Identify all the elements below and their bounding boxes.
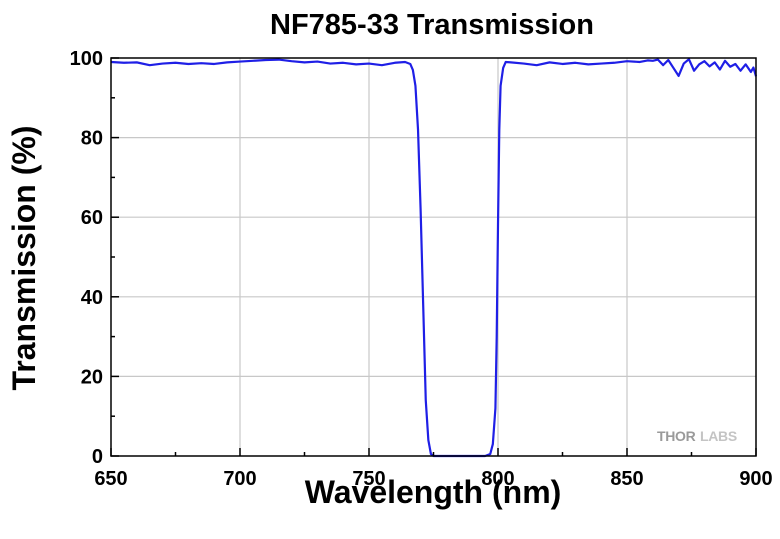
transmission-line xyxy=(110,58,758,458)
y-tick-label: 80 xyxy=(81,128,103,150)
y-tick-label: 40 xyxy=(81,287,103,309)
grid-lines xyxy=(111,58,756,456)
plot-frame xyxy=(110,57,757,457)
logo-thor-text: THOR xyxy=(657,428,696,444)
y-tick-label: 0 xyxy=(92,446,103,468)
y-tick-label: 100 xyxy=(70,48,103,70)
logo-labs-text: LABS xyxy=(700,428,737,444)
tick-labels: 650 700 750 800 850 900 0 20 40 60 80 100 xyxy=(70,48,773,490)
x-axis-label: Wavelength (nm) xyxy=(305,474,562,510)
y-axis-label: Transmission (%) xyxy=(6,126,42,391)
thorlabs-logo: THOR LABS xyxy=(657,428,737,444)
x-tick-label: 700 xyxy=(223,468,256,490)
chart-title: NF785-33 Transmission xyxy=(270,9,594,41)
x-tick-label: 750 xyxy=(352,468,385,490)
x-tick-label: 650 xyxy=(94,468,127,490)
data-series xyxy=(110,58,758,458)
y-tick-label: 60 xyxy=(81,207,103,229)
y-tick-label: 20 xyxy=(81,366,103,388)
axis-ticks xyxy=(110,57,757,457)
x-tick-label: 850 xyxy=(610,468,643,490)
x-tick-label: 900 xyxy=(739,468,772,490)
x-tick-label: 800 xyxy=(481,468,514,490)
